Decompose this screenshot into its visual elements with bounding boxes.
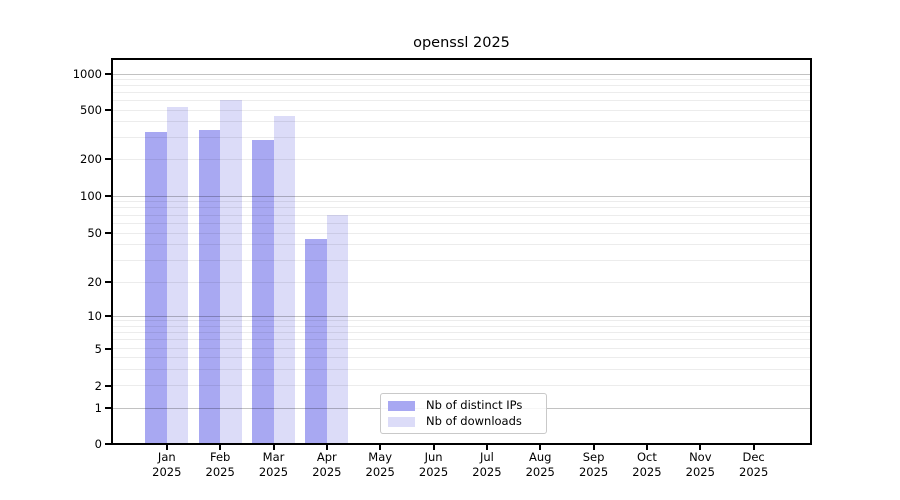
bar-downloads-jan: [166, 107, 189, 444]
x-tick-mark: [645, 444, 648, 450]
y-tick-mark: [105, 384, 111, 387]
x-tick-mark: [379, 444, 382, 450]
x-tick-label: Aug 2025: [525, 450, 555, 479]
y-tick-mark: [105, 158, 111, 160]
y-tick-label: 0: [94, 437, 102, 451]
x-tick-label: Sep 2025: [578, 450, 609, 479]
x-tick-label: Mar 2025: [258, 450, 289, 479]
bar-downloads-apr: [326, 215, 349, 444]
x-tick-label: Feb 2025: [205, 450, 235, 479]
y-tick-label: 50: [87, 226, 102, 240]
y-tick-mark: [105, 315, 111, 317]
x-tick-label: May 2025: [365, 450, 395, 479]
legend-swatch-downloads: [388, 416, 415, 427]
plot-area: [112, 59, 811, 444]
bar-distinct-ips-mar: [252, 140, 274, 444]
chart-title: openssl 2025: [413, 35, 510, 51]
x-tick-mark: [752, 444, 755, 450]
x-tick-mark: [539, 444, 542, 450]
bar-distinct-ips-feb: [198, 129, 221, 444]
bar-distinct-ips-apr: [305, 238, 327, 444]
x-tick-label: Jul 2025: [472, 450, 502, 479]
x-tick-label: Jun 2025: [418, 450, 449, 479]
x-tick-mark: [432, 444, 435, 450]
bar-downloads-mar: [273, 115, 295, 444]
legend-label-distinct-ips: Nb of distinct IPs: [426, 398, 523, 412]
y-tick-label: 2: [94, 378, 102, 393]
y-tick-label: 10: [87, 309, 102, 323]
legend-item-downloads: Nb of downloads: [388, 415, 539, 428]
x-tick-label: Dec 2025: [739, 450, 769, 479]
y-tick-mark: [105, 73, 111, 75]
y-tick-mark: [105, 347, 111, 350]
x-tick-label: Oct 2025: [632, 450, 662, 479]
legend: Nb of distinct IPs Nb of downloads: [380, 393, 547, 434]
bars-layer: [112, 59, 811, 444]
x-tick-label: Nov 2025: [685, 450, 715, 479]
y-tick-label: 500: [80, 103, 102, 117]
y-tick-mark: [105, 281, 111, 283]
x-tick-mark: [325, 444, 328, 450]
x-tick-mark: [699, 444, 702, 450]
y-tick-label: 20: [87, 275, 102, 289]
y-tick-mark: [105, 195, 111, 197]
y-tick-label: 200: [80, 152, 102, 166]
y-tick-mark: [105, 443, 111, 445]
legend-label-downloads: Nb of downloads: [426, 414, 522, 428]
y-tick-label: 100: [80, 189, 102, 203]
bar-distinct-ips-jan: [145, 132, 167, 444]
legend-item-distinct-ips: Nb of distinct IPs: [388, 399, 539, 412]
x-tick-label: Jan 2025: [152, 450, 182, 479]
bar-downloads-feb: [220, 99, 242, 444]
y-tick-label: 1000: [72, 67, 102, 81]
legend-swatch-distinct-ips: [388, 400, 415, 411]
y-tick-mark: [105, 109, 111, 111]
y-tick-label: 5: [94, 341, 102, 356]
x-tick-label: Apr 2025: [312, 450, 342, 479]
x-tick-mark: [165, 444, 168, 450]
x-tick-mark: [272, 444, 275, 450]
x-tick-mark: [485, 444, 488, 450]
y-tick-mark: [105, 232, 111, 234]
y-tick-mark: [105, 407, 111, 410]
y-tick-label: 1: [94, 401, 102, 416]
x-tick-mark: [219, 444, 222, 450]
x-tick-mark: [592, 444, 595, 450]
